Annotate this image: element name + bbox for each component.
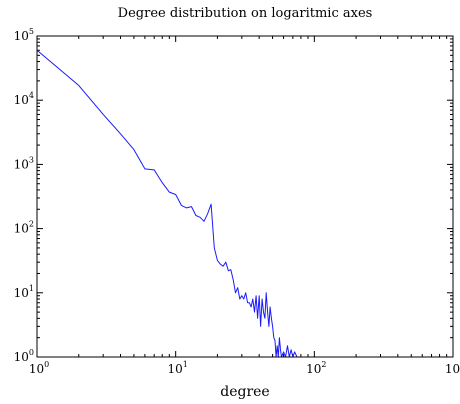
plot-frame bbox=[36, 35, 454, 358]
y-tick-label: 100 bbox=[14, 348, 34, 364]
y-tick-label: 105 bbox=[14, 27, 34, 43]
y-tick-label: 103 bbox=[14, 155, 34, 171]
x-tick-label: 102 bbox=[306, 360, 326, 376]
y-tick-label: 101 bbox=[14, 284, 34, 300]
x-tick-label: 103 bbox=[445, 360, 460, 376]
x-tick-label: 101 bbox=[167, 360, 187, 376]
series-line bbox=[36, 49, 350, 358]
y-tick-label: 104 bbox=[14, 91, 34, 107]
x-tick-label: 100 bbox=[29, 360, 49, 376]
y-tick-label: 102 bbox=[14, 220, 34, 236]
chart-title: Degree distribution on logaritmic axes bbox=[118, 6, 373, 21]
x-axis-label: degree bbox=[220, 384, 269, 400]
ticks-group: 100 101 102 103 100 101 102 103 104 105 bbox=[14, 27, 460, 376]
